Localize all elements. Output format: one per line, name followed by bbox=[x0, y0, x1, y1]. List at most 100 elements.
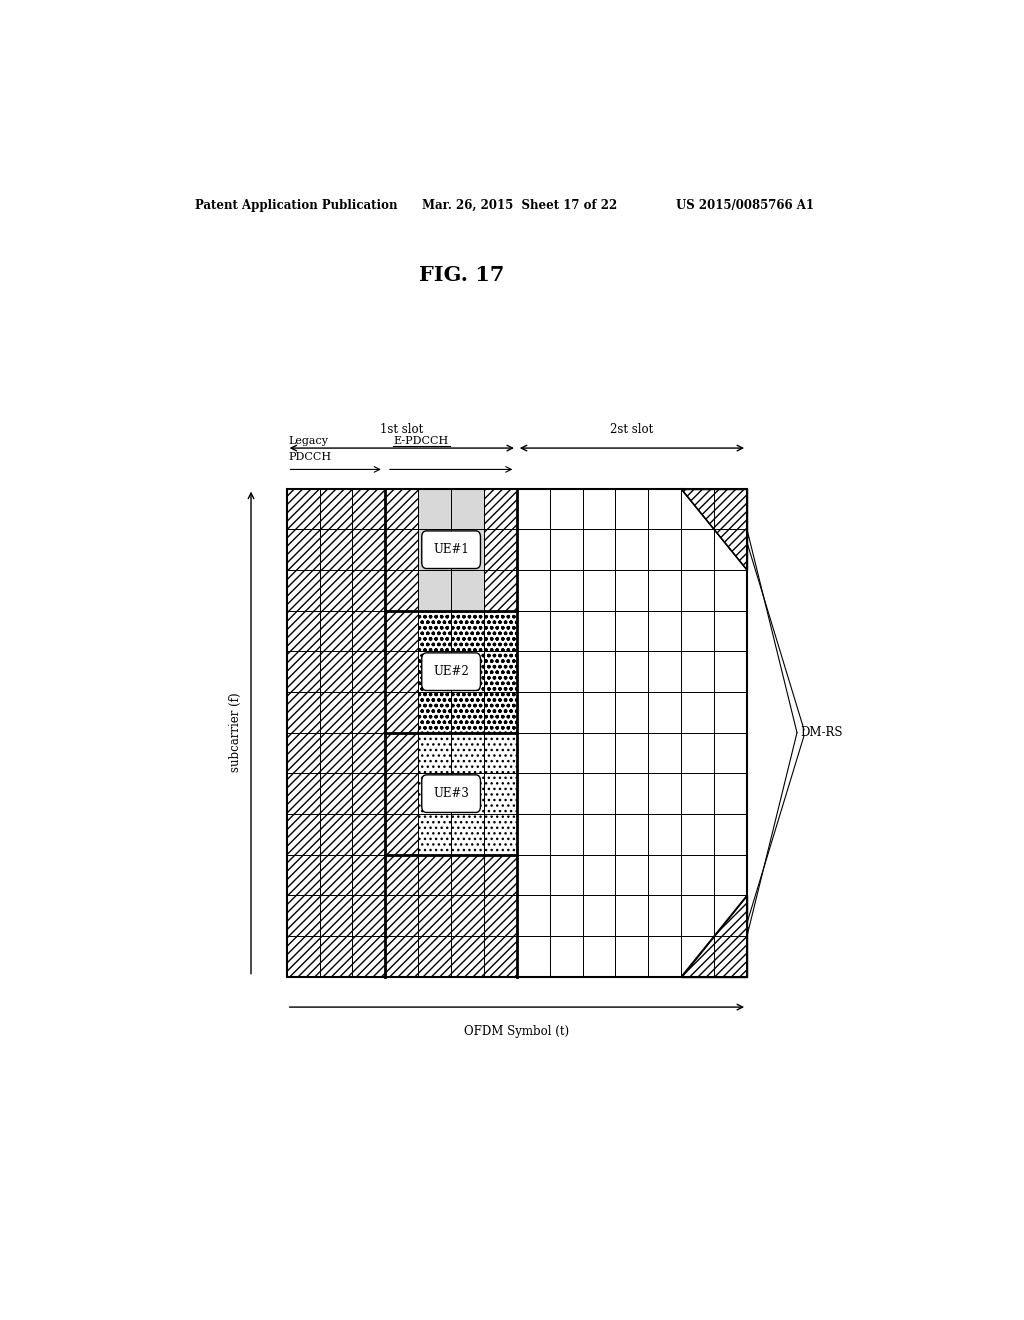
Bar bbox=[352, 895, 385, 936]
Bar bbox=[615, 936, 648, 977]
Bar bbox=[648, 774, 681, 814]
Text: OFDM Symbol (t): OFDM Symbol (t) bbox=[464, 1026, 569, 1039]
Bar bbox=[287, 814, 319, 854]
Bar bbox=[615, 488, 648, 529]
Bar bbox=[287, 488, 319, 529]
Bar bbox=[319, 895, 352, 936]
Bar bbox=[385, 774, 418, 814]
Bar bbox=[385, 570, 418, 611]
Bar bbox=[517, 936, 550, 977]
Bar bbox=[681, 692, 714, 733]
Bar bbox=[352, 774, 385, 814]
Bar bbox=[385, 611, 418, 651]
Bar bbox=[452, 692, 484, 733]
Bar bbox=[352, 814, 385, 854]
Bar bbox=[287, 611, 319, 651]
Bar bbox=[385, 895, 418, 936]
Bar bbox=[418, 692, 452, 733]
Bar bbox=[484, 854, 517, 895]
Bar bbox=[648, 895, 681, 936]
Bar bbox=[550, 488, 583, 529]
Bar bbox=[484, 733, 517, 774]
Bar bbox=[352, 692, 385, 733]
Bar bbox=[550, 529, 583, 570]
Bar bbox=[287, 529, 319, 570]
Bar bbox=[484, 854, 517, 895]
Bar bbox=[583, 529, 615, 570]
Bar bbox=[352, 733, 385, 774]
Bar bbox=[452, 814, 484, 854]
Bar bbox=[550, 733, 583, 774]
Bar bbox=[352, 651, 385, 692]
Bar bbox=[287, 570, 319, 611]
Bar bbox=[418, 936, 452, 977]
Bar bbox=[287, 774, 319, 814]
Bar bbox=[550, 854, 583, 895]
Bar bbox=[484, 488, 517, 529]
Bar bbox=[550, 814, 583, 854]
Bar bbox=[583, 895, 615, 936]
FancyBboxPatch shape bbox=[422, 531, 480, 569]
Bar bbox=[418, 692, 452, 733]
Bar bbox=[287, 895, 319, 936]
Bar bbox=[319, 774, 352, 814]
Bar bbox=[517, 651, 550, 692]
Bar bbox=[452, 895, 484, 936]
Bar bbox=[550, 936, 583, 977]
Bar bbox=[352, 651, 385, 692]
Bar bbox=[319, 611, 352, 651]
Text: subcarrier (f): subcarrier (f) bbox=[228, 693, 242, 772]
Bar bbox=[583, 570, 615, 611]
Bar bbox=[484, 895, 517, 936]
Bar bbox=[319, 488, 352, 529]
Bar bbox=[418, 814, 452, 854]
Bar bbox=[319, 570, 352, 611]
Bar bbox=[484, 692, 517, 733]
Bar bbox=[418, 488, 452, 529]
Bar bbox=[418, 854, 452, 895]
Bar bbox=[287, 936, 319, 977]
Bar bbox=[484, 529, 517, 570]
Bar bbox=[319, 733, 352, 774]
Bar bbox=[681, 611, 714, 651]
Bar bbox=[681, 814, 714, 854]
Bar bbox=[287, 733, 319, 774]
Bar bbox=[319, 774, 352, 814]
Bar bbox=[484, 692, 517, 733]
Bar bbox=[418, 733, 452, 774]
Bar bbox=[418, 733, 452, 774]
Text: PDCCH: PDCCH bbox=[289, 453, 332, 462]
Bar bbox=[484, 936, 517, 977]
Bar bbox=[319, 854, 352, 895]
Bar bbox=[418, 529, 452, 570]
Bar bbox=[583, 692, 615, 733]
Bar bbox=[648, 651, 681, 692]
Bar bbox=[648, 611, 681, 651]
Bar bbox=[418, 854, 452, 895]
Bar bbox=[418, 895, 452, 936]
Bar bbox=[287, 488, 748, 977]
Bar bbox=[385, 936, 418, 977]
Bar bbox=[714, 814, 746, 854]
Bar bbox=[452, 488, 484, 529]
Bar bbox=[385, 854, 418, 895]
Bar bbox=[550, 895, 583, 936]
Bar bbox=[517, 774, 550, 814]
Bar bbox=[517, 692, 550, 733]
Text: Legacy: Legacy bbox=[289, 436, 329, 446]
Bar bbox=[615, 733, 648, 774]
Bar bbox=[714, 529, 746, 570]
Bar bbox=[385, 651, 418, 692]
Bar bbox=[352, 774, 385, 814]
Text: 2st slot: 2st slot bbox=[610, 422, 653, 436]
Bar bbox=[287, 895, 319, 936]
Bar bbox=[484, 570, 517, 611]
Bar bbox=[452, 936, 484, 977]
Bar bbox=[648, 936, 681, 977]
Bar bbox=[517, 529, 550, 570]
Bar bbox=[319, 651, 352, 692]
Bar bbox=[352, 692, 385, 733]
Bar bbox=[319, 814, 352, 854]
Bar bbox=[517, 611, 550, 651]
Bar bbox=[681, 936, 714, 977]
